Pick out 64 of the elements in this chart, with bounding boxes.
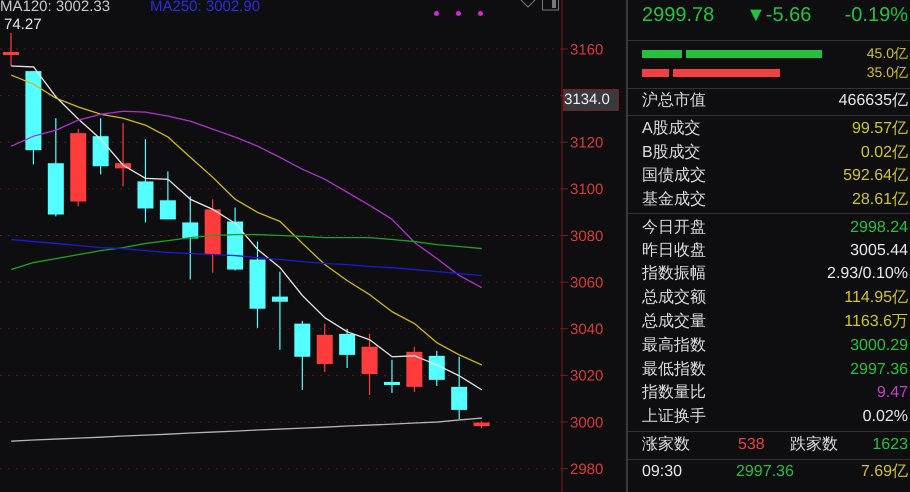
y-tick-label: 3000 <box>570 414 604 432</box>
candlestick <box>182 196 198 280</box>
text: 3005.44 <box>850 241 908 261</box>
candlestick <box>272 271 288 350</box>
y-tick-label: 3120 <box>570 134 604 152</box>
line-series <box>10 110 482 288</box>
text: 涨家数 <box>642 435 690 455</box>
text: 上证换手 <box>642 407 706 427</box>
text: 2998.24 <box>850 218 908 238</box>
text: 28.61亿 <box>852 190 908 210</box>
annotation: MA250: 3002.90 <box>150 0 260 15</box>
line-series <box>10 238 482 276</box>
line-series <box>10 417 482 442</box>
text: 35.0亿 <box>866 63 908 82</box>
text: B股成交 <box>642 143 701 163</box>
text: 总成交量 <box>642 312 706 332</box>
text: 0.02% <box>862 407 908 427</box>
text: 99.57亿 <box>852 119 908 139</box>
y-tick-label: 3080 <box>570 228 604 245</box>
text: 538 <box>738 435 765 455</box>
text: 指数振幅 <box>642 264 706 284</box>
candlestick <box>384 359 400 394</box>
candlestick <box>160 170 176 220</box>
text: 跌家数 <box>790 435 838 455</box>
text: 今日开盘 <box>642 218 706 238</box>
text: ▼-5.66 <box>746 3 812 27</box>
text: 2.93/0.10% <box>827 264 908 284</box>
text: 9.47 <box>876 383 908 403</box>
text: 3134.0 <box>563 89 619 111</box>
candlestick <box>451 356 468 420</box>
text: 45.0亿 <box>866 44 908 63</box>
text: -0.19% <box>844 3 908 27</box>
y-tick-label: 3060 <box>570 274 604 292</box>
text: 3000.29 <box>850 336 908 356</box>
text: 基金成交 <box>642 190 706 210</box>
text: 最高指数 <box>642 336 706 356</box>
text: 2999.78 <box>642 3 714 27</box>
candlestick <box>3 32 19 67</box>
y-tick-label: 3100 <box>570 181 604 198</box>
text: 114.95亿 <box>844 288 908 308</box>
text: 09:30 <box>642 462 682 482</box>
text: 最低指数 <box>642 360 706 380</box>
y-tick-label: 3040 <box>570 321 604 338</box>
y-tick-label: 3020 <box>570 368 604 385</box>
text: 0.02亿 <box>860 143 908 163</box>
text: 1623 <box>872 435 908 455</box>
candlestick <box>339 328 356 369</box>
y-tick-label: 2980 <box>570 461 604 478</box>
annotation: MA120: 3002.33 <box>0 0 110 15</box>
text: 沪总市值 <box>642 91 706 111</box>
y-tick-label: 3160 <box>570 41 604 58</box>
text: 466635亿 <box>838 91 908 111</box>
text: 总成交额 <box>642 288 706 308</box>
annotation: 74.27 <box>4 16 42 33</box>
text: A股成交 <box>642 119 701 139</box>
text: 国债成交 <box>642 166 706 186</box>
candlestick <box>115 122 132 187</box>
text: 昨日收盘 <box>642 241 706 261</box>
text: 1163.6万 <box>844 312 908 332</box>
text: 592.64亿 <box>843 166 908 186</box>
text: 7.69亿 <box>860 462 908 482</box>
text: 2997.36 <box>850 360 908 380</box>
text: 2997.36 <box>736 462 794 482</box>
text: 指数量比 <box>642 383 706 403</box>
